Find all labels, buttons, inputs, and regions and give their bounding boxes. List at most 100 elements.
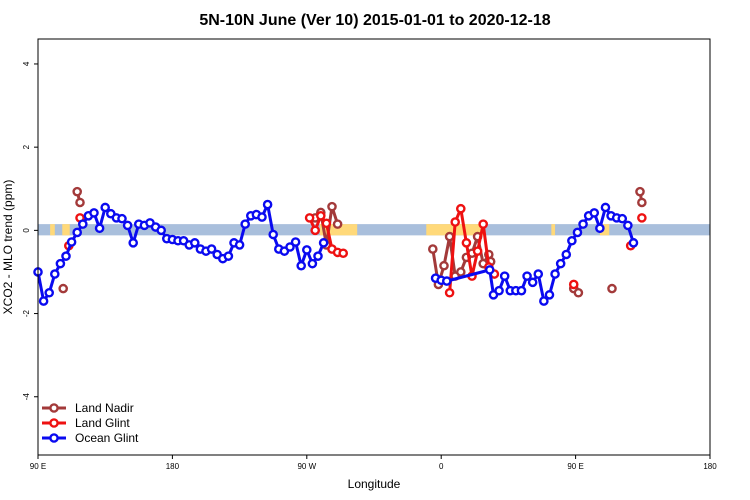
- series-lines: [33, 186, 647, 306]
- data-point: [313, 251, 323, 261]
- data-point: [533, 269, 544, 279]
- data-point: [128, 238, 138, 248]
- legend-item: Land Glint: [42, 416, 130, 430]
- data-point: [72, 186, 82, 197]
- land-band: [62, 224, 70, 236]
- data-point: [156, 225, 166, 236]
- data-point: [499, 271, 510, 281]
- x-tick-label: 90 W: [297, 462, 316, 471]
- data-point: [189, 238, 200, 248]
- data-point: [117, 213, 127, 224]
- data-point: [75, 197, 85, 208]
- data-point: [455, 267, 466, 277]
- data-point: [544, 290, 555, 300]
- data-point: [617, 213, 628, 224]
- data-point: [637, 213, 647, 223]
- y-tick-label: 2: [22, 144, 31, 149]
- data-point: [58, 283, 69, 294]
- data-point: [607, 283, 617, 294]
- x-axis-label: Longitude: [348, 477, 401, 491]
- data-point: [89, 208, 99, 218]
- legend-marker: [49, 433, 59, 443]
- data-point: [472, 246, 483, 256]
- data-point: [50, 269, 60, 279]
- data-point: [527, 277, 538, 288]
- data-point: [234, 240, 245, 250]
- legend-marker: [49, 403, 59, 413]
- data-point: [595, 223, 605, 234]
- data-point: [578, 219, 588, 229]
- legend-label: Land Nadir: [75, 401, 134, 415]
- data-point: [628, 238, 639, 248]
- data-point: [484, 265, 495, 275]
- data-point: [296, 260, 307, 271]
- series-land-nadir: [58, 186, 647, 298]
- data-point: [567, 235, 577, 246]
- data-point: [315, 210, 326, 221]
- data-point: [321, 218, 332, 229]
- data-point: [206, 244, 217, 254]
- y-axis: -4 -2 0 2 4: [22, 61, 38, 400]
- land-band: [319, 224, 358, 236]
- data-point: [589, 208, 600, 218]
- series-ocean-glint: [33, 199, 639, 306]
- data-point: [561, 249, 572, 260]
- data-point: [55, 258, 66, 269]
- data-point: [122, 220, 133, 231]
- land-band: [599, 224, 610, 236]
- legend-item: Ocean Glint: [42, 431, 139, 445]
- data-point: [623, 220, 633, 231]
- data-point: [637, 197, 647, 208]
- data-point: [327, 201, 337, 212]
- data-point: [478, 219, 489, 229]
- land-band: [50, 224, 55, 236]
- data-point: [262, 199, 273, 210]
- data-point: [44, 287, 55, 298]
- x-tick-label: 180: [166, 462, 180, 471]
- plot-frame: [37, 38, 711, 456]
- data-point: [539, 296, 549, 306]
- data-point: [338, 248, 349, 259]
- data-point: [600, 202, 611, 213]
- legend-label: Ocean Glint: [75, 431, 139, 445]
- data-point: [78, 219, 88, 229]
- data-point: [290, 237, 301, 247]
- data-point: [223, 251, 234, 261]
- data-point: [568, 279, 579, 290]
- x-tick-label: 90 E: [30, 462, 46, 471]
- data-point: [635, 186, 645, 197]
- data-point: [301, 245, 312, 255]
- data-point: [441, 276, 452, 286]
- data-point: [72, 227, 82, 238]
- data-point: [332, 219, 343, 229]
- legend-label: Land Glint: [75, 416, 130, 430]
- data-point: [550, 269, 560, 279]
- data-point: [494, 285, 504, 296]
- legend-marker: [49, 418, 59, 428]
- data-point: [268, 229, 279, 240]
- y-tick-label: -2: [22, 309, 31, 317]
- data-point: [100, 202, 110, 213]
- plot-area: [33, 38, 711, 456]
- data-point: [573, 287, 584, 298]
- data-point: [38, 296, 49, 306]
- data-point: [427, 244, 438, 254]
- chart-title: 5N-10N June (Ver 10) 2015-01-01 to 2020-…: [199, 12, 550, 29]
- land-band: [551, 224, 556, 236]
- data-point: [516, 285, 527, 296]
- reference-band: [38, 224, 710, 236]
- legend-item: Land Nadir: [42, 401, 134, 415]
- y-tick-label: 0: [22, 228, 31, 233]
- data-point: [555, 258, 566, 269]
- x-tick-label: 0: [439, 462, 444, 471]
- data-point: [444, 287, 455, 298]
- data-point: [285, 242, 295, 252]
- data-point: [257, 212, 267, 222]
- data-point: [310, 225, 321, 236]
- data-point: [66, 237, 77, 247]
- data-point: [461, 238, 472, 248]
- data-point: [94, 223, 105, 234]
- x-tick-label: 90 E: [567, 462, 583, 471]
- x-tick-label: 180: [703, 462, 717, 471]
